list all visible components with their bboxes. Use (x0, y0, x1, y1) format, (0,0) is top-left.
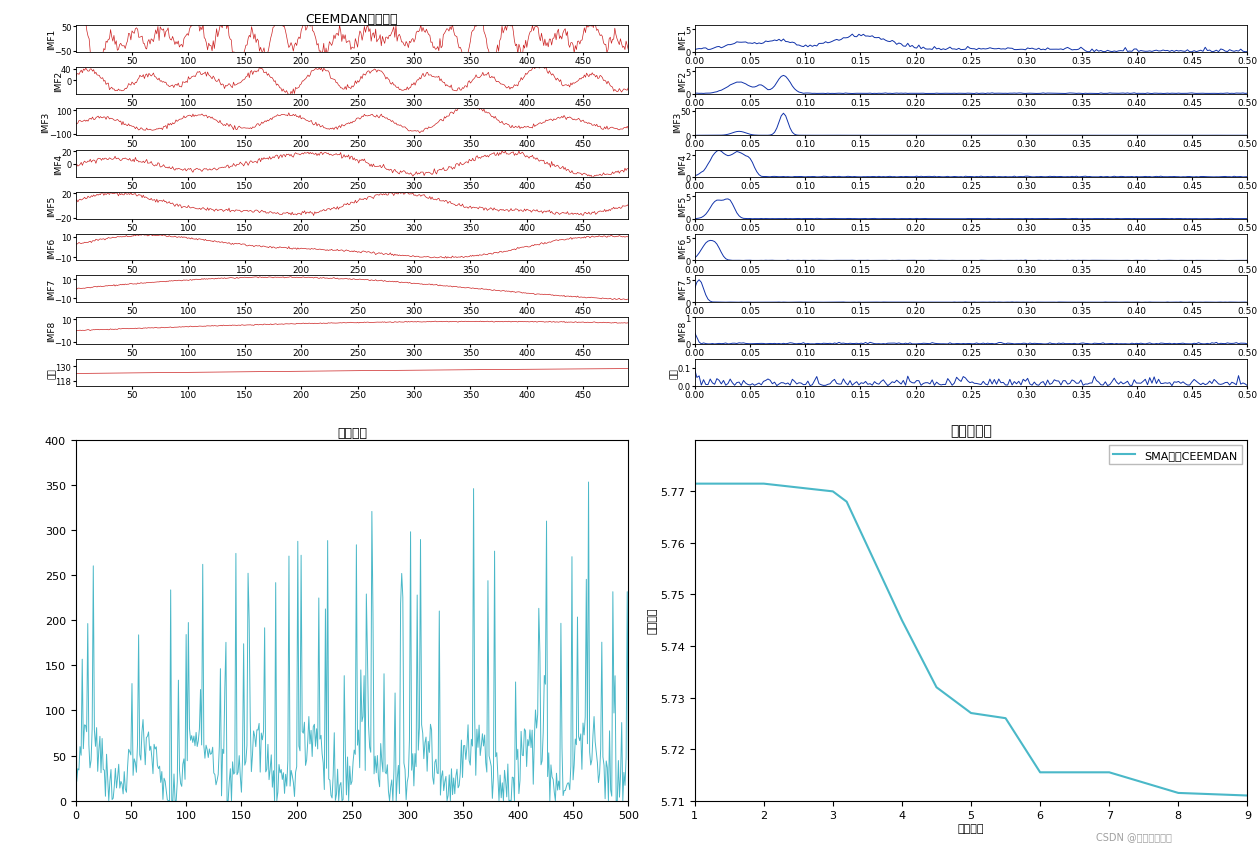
Y-axis label: IMF3: IMF3 (673, 112, 682, 133)
Title: 迭代曲线图: 迭代曲线图 (950, 424, 992, 437)
Y-axis label: IMF1: IMF1 (678, 28, 687, 50)
Y-axis label: IMF7: IMF7 (678, 279, 687, 300)
Y-axis label: IMF5: IMF5 (47, 195, 55, 217)
Legend: SMA优化CEEMDAN: SMA优化CEEMDAN (1109, 446, 1242, 465)
X-axis label: 迭代次数: 迭代次数 (958, 823, 984, 833)
Y-axis label: IMF2: IMF2 (678, 71, 687, 91)
Y-axis label: IMF7: IMF7 (47, 279, 55, 300)
Text: CSDN @机器学习之心: CSDN @机器学习之心 (1096, 832, 1172, 841)
Y-axis label: 适应度値: 适应度値 (648, 607, 658, 634)
Y-axis label: IMF8: IMF8 (678, 320, 687, 342)
Y-axis label: IMF4: IMF4 (54, 154, 63, 175)
Y-axis label: IMF6: IMF6 (678, 237, 687, 258)
Title: 原始信号: 原始信号 (336, 426, 367, 439)
Y-axis label: IMF8: IMF8 (47, 320, 55, 342)
Y-axis label: 残差: 残差 (670, 368, 679, 378)
Y-axis label: IMF2: IMF2 (54, 71, 63, 91)
Y-axis label: IMF5: IMF5 (678, 195, 687, 217)
Y-axis label: IMF1: IMF1 (47, 28, 55, 50)
Title: CEEMDAN分解结果: CEEMDAN分解结果 (306, 13, 398, 26)
Y-axis label: IMF4: IMF4 (678, 154, 687, 175)
Y-axis label: 残差: 残差 (48, 368, 57, 378)
Y-axis label: IMF3: IMF3 (42, 112, 50, 133)
Y-axis label: IMF6: IMF6 (47, 237, 55, 258)
